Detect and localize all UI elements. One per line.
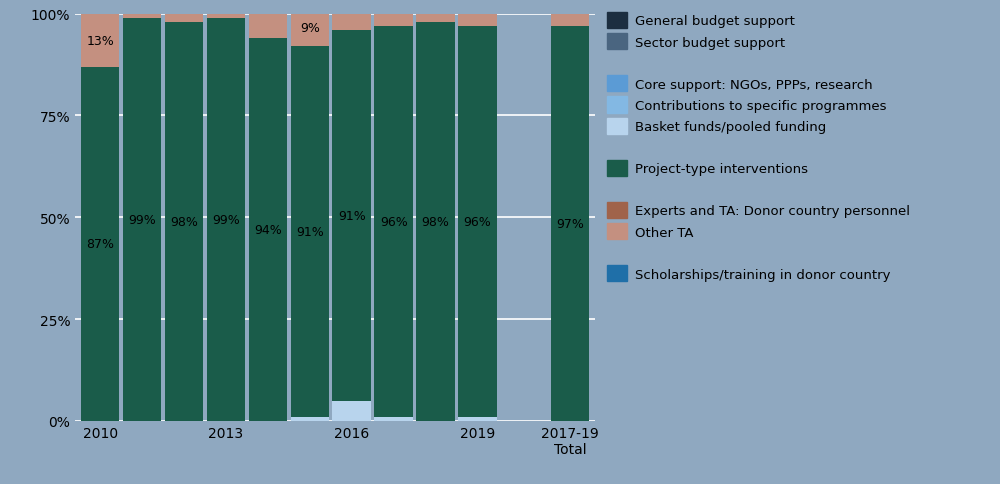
Text: 13%: 13% bbox=[86, 34, 114, 47]
Bar bbox=[81, 15, 119, 67]
Bar bbox=[291, 11, 329, 47]
Bar bbox=[207, 15, 245, 18]
Bar bbox=[458, 11, 497, 27]
Bar bbox=[374, 27, 413, 417]
Bar bbox=[332, 401, 371, 421]
Bar bbox=[249, 39, 287, 421]
Bar bbox=[291, 47, 329, 417]
Text: 91%: 91% bbox=[296, 226, 324, 239]
Bar bbox=[458, 27, 497, 417]
Bar bbox=[374, 417, 413, 421]
Text: 99%: 99% bbox=[212, 213, 240, 227]
Bar bbox=[165, 23, 203, 421]
Bar bbox=[458, 417, 497, 421]
Text: 98%: 98% bbox=[422, 215, 450, 228]
Text: 87%: 87% bbox=[86, 238, 114, 251]
Text: 97%: 97% bbox=[556, 217, 584, 230]
Bar bbox=[332, 0, 371, 31]
Bar bbox=[416, 15, 455, 23]
Text: 96%: 96% bbox=[464, 215, 491, 228]
Bar bbox=[207, 18, 245, 421]
Bar bbox=[551, 27, 589, 421]
Text: 98%: 98% bbox=[170, 215, 198, 228]
Text: 96%: 96% bbox=[380, 215, 408, 228]
Bar bbox=[551, 15, 589, 27]
Bar bbox=[123, 15, 161, 18]
Bar bbox=[81, 67, 119, 421]
Bar bbox=[374, 11, 413, 27]
Bar bbox=[416, 23, 455, 421]
Legend: General budget support, Sector budget support, , Core support: NGOs, PPPs, resea: General budget support, Sector budget su… bbox=[607, 13, 910, 282]
Bar bbox=[123, 18, 161, 421]
Bar bbox=[249, 15, 287, 39]
Bar bbox=[332, 31, 371, 401]
Bar bbox=[291, 417, 329, 421]
Text: 9%: 9% bbox=[300, 22, 320, 35]
Text: 99%: 99% bbox=[128, 213, 156, 227]
Text: 94%: 94% bbox=[254, 224, 282, 237]
Bar bbox=[165, 15, 203, 23]
Text: 91%: 91% bbox=[338, 209, 366, 222]
